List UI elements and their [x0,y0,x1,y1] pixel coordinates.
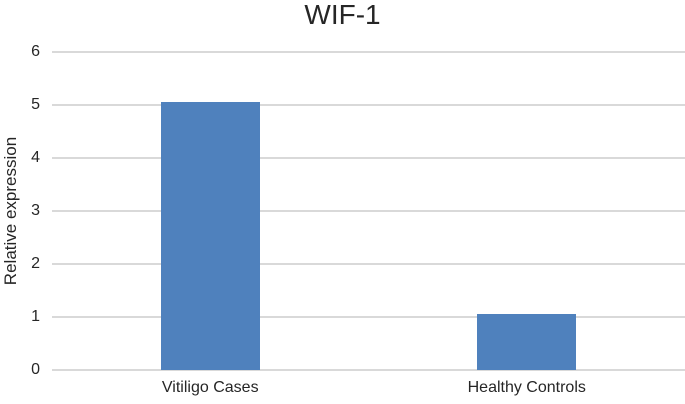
y-tick-label: 1 [31,308,40,325]
x-axis-line [52,369,685,371]
gridline [52,316,685,318]
chart-title: WIF-1 [304,0,381,30]
bar-healthy-controls [477,314,577,370]
y-tick-label: 2 [31,255,40,272]
bar-vitiligo-cases [160,102,260,370]
gridline [52,157,685,159]
y-tick-label: 3 [31,202,40,219]
y-tick-label: 0 [31,361,40,378]
y-tick-label: 4 [31,149,40,166]
x-category-label: Healthy Controls [467,379,586,396]
gridline [52,210,685,212]
plot-area [52,51,685,371]
gridline [52,51,685,53]
y-tick-label: 6 [31,43,40,60]
x-category-label: Vitiligo Cases [161,379,259,396]
y-tick-label: 5 [31,96,40,113]
gridline [52,263,685,265]
gridline [52,104,685,106]
